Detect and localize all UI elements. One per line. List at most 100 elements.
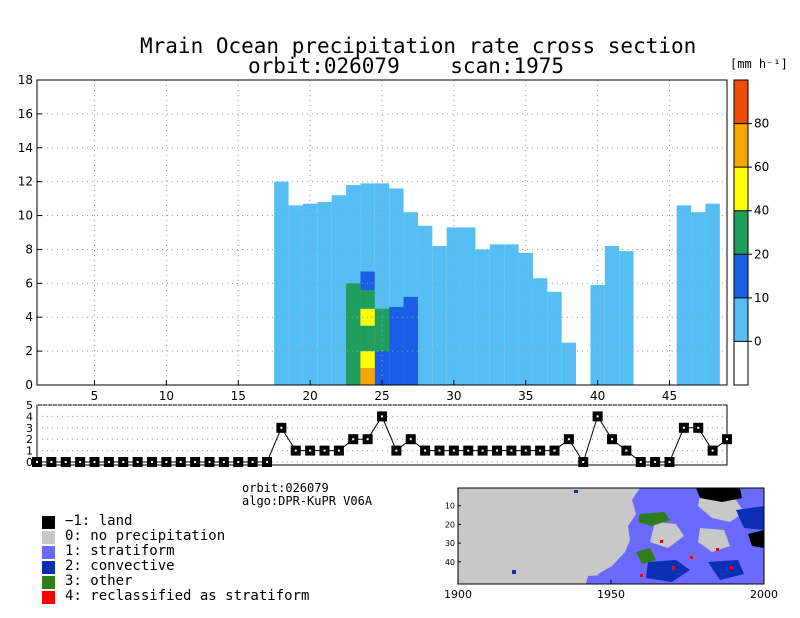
map-y-tick-label: 10 [445, 502, 455, 511]
precip-cell [389, 307, 404, 385]
map-x-tick-label: 2000 [750, 588, 778, 601]
rain-type-point-center [726, 438, 728, 441]
precip-column [461, 227, 476, 385]
rain-type-point-center [438, 449, 441, 452]
rain-type-point-center [294, 449, 297, 452]
legend-swatch-other [42, 576, 55, 589]
map-background [458, 488, 764, 584]
rain-type-point-center [654, 461, 657, 463]
y-tick-label: 14 [18, 141, 33, 155]
rain-type-point-center [539, 449, 542, 452]
colorbar-segment [734, 341, 748, 385]
colorbar-unit: [mm h⁻¹] [730, 57, 788, 71]
rain-type-point-center [107, 461, 110, 463]
rain-type-point-center [208, 461, 211, 463]
precip-column [619, 251, 634, 385]
legend-label: 3: other [65, 573, 133, 589]
colorbar-segment [734, 167, 748, 211]
precip-column [705, 203, 720, 385]
rain-type-tick-label: 5 [26, 399, 33, 412]
precip-cell [360, 368, 375, 385]
colorbar-segment [734, 210, 748, 255]
colorbar-label: 10 [754, 291, 769, 305]
map-y-tick-label: 20 [445, 520, 455, 529]
precip-column [417, 225, 433, 385]
x-tick-label: 10 [159, 389, 174, 403]
rain-type-point-center [567, 438, 570, 441]
rain-type-tick-label: 3 [26, 422, 33, 435]
rain-type-point-center [179, 461, 182, 463]
legend-swatch-land [42, 516, 55, 529]
rain-type-point-center [194, 461, 197, 463]
algo-label: algo:DPR-KuPR V06A [242, 494, 373, 508]
precip-cell [360, 271, 375, 291]
rain-type-point-center [366, 438, 369, 441]
colorbar-label: 20 [754, 247, 769, 261]
x-tick-label: 35 [518, 389, 533, 403]
colorbar-segment [734, 297, 748, 342]
colorbar-label: 80 [754, 117, 769, 131]
precip-column [432, 246, 447, 385]
y-tick-label: 2 [25, 344, 33, 358]
precip-column [446, 227, 462, 385]
rain-type-point-center [79, 461, 82, 463]
rain-type-point-center [64, 461, 67, 463]
rain-type-point-center [668, 461, 671, 463]
legend-swatch-no-precipitation [42, 531, 55, 544]
rain-type-tick-label: 2 [26, 433, 33, 446]
precip-column [504, 244, 519, 385]
cross-section-cells [274, 181, 720, 385]
map-ticks: 1900 1950 2000 10 20 30 40 [444, 502, 778, 601]
y-tick-label: 4 [25, 310, 33, 324]
precip-column [547, 291, 562, 385]
legend-swatch-reclassified [42, 591, 55, 604]
x-tick-label: 15 [231, 389, 246, 403]
precip-column [532, 278, 548, 385]
rain-type-point-center [697, 426, 700, 429]
rain-type-point-center [136, 461, 139, 463]
y-tick-label: 16 [18, 107, 33, 121]
rain-type-point-center [352, 438, 355, 441]
rain-type-tick-label: 0 [26, 456, 33, 469]
map-y-tick-label: 40 [445, 558, 455, 567]
rain-type-point-center [395, 449, 398, 452]
precip-column [331, 195, 347, 385]
rain-type-point-center [122, 461, 125, 463]
precip-column [288, 205, 303, 385]
rain-type-point-center [323, 449, 326, 452]
rain-type-point-center [222, 461, 225, 463]
precip-cell [374, 351, 390, 385]
map-x-tick-label: 1950 [597, 588, 625, 601]
x-tick-label: 30 [446, 389, 461, 403]
precip-cell [374, 308, 390, 352]
precip-column [561, 342, 577, 385]
legend-label: 1: stratiform [65, 543, 175, 559]
rain-type-point-center [625, 449, 628, 452]
precip-column [691, 212, 706, 385]
gridlines [37, 80, 727, 385]
orbit-label: orbit:026079 [242, 481, 329, 495]
colorbar-label: 40 [754, 204, 769, 218]
colorbar-segment [734, 123, 748, 168]
rain-type-tick-label: 1 [26, 445, 33, 458]
x-tick-label: 45 [662, 389, 677, 403]
x-tick-label: 5 [91, 389, 99, 403]
precip-column [317, 202, 332, 385]
legend-label: 0: no precipitation [65, 528, 226, 544]
y-tick-label: 10 [18, 209, 33, 223]
rain-type-point-center [280, 426, 283, 429]
precip-cell [346, 283, 361, 369]
x-tick-label: 25 [374, 389, 389, 403]
legend-swatch-convective [42, 561, 55, 574]
rain-type-point-center [481, 449, 484, 452]
map-precip-area [512, 488, 764, 584]
rain-type-point-center [510, 449, 513, 452]
rain-type-point-center [596, 415, 599, 418]
map-y-tick-label: 30 [445, 539, 455, 548]
map-x-tick-label: 1900 [444, 588, 472, 601]
rain-type-point-center [711, 449, 714, 452]
precip-column [676, 205, 692, 385]
rain-type-point-center [237, 461, 240, 463]
